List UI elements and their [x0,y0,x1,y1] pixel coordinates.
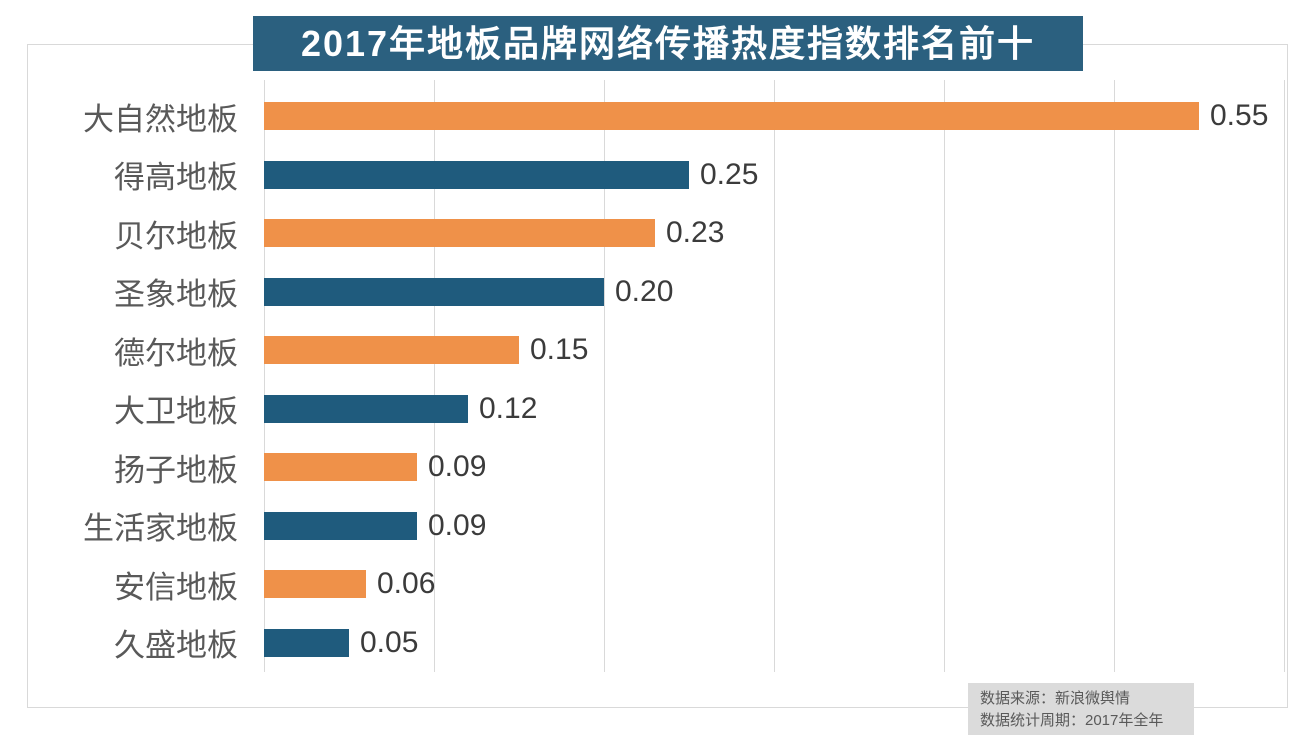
category-label: 贝尔地板 [114,218,238,254]
bar-track: 0.09 [264,438,1284,497]
chart-title: 2017年地板品牌网络传播热度指数排名前十 [253,16,1083,71]
gridline [944,80,945,672]
bar [264,394,468,423]
category-label: 久盛地板 [114,628,238,664]
bar [264,277,604,306]
bar-row: 贝尔地板 0.23 [27,204,1284,263]
bar [264,160,689,189]
bar [264,102,1199,131]
gridline [434,80,435,672]
gridline [1114,80,1115,672]
value-label: 0.09 [428,450,487,484]
category-label: 大自然地板 [83,101,238,137]
bar-row: 大自然地板 0.55 [27,87,1284,146]
value-label: 0.06 [377,567,436,601]
value-label: 0.09 [428,508,487,542]
gridline-group [264,80,1285,672]
gridline [1284,80,1285,672]
gridline [774,80,775,672]
data-source-note: 数据来源：新浪微舆情 数据统计周期：2017年全年 [968,683,1194,735]
value-label: 0.05 [360,625,419,659]
bar-track: 0.55 [264,87,1284,146]
bar-track: 0.05 [264,614,1284,673]
value-label: 0.55 [1210,99,1269,133]
bar-row: 扬子地板 0.09 [27,438,1284,497]
bar-track: 0.06 [264,555,1284,614]
bar-track: 0.23 [264,204,1284,263]
category-label: 大卫地板 [114,394,238,430]
category-label: 圣象地板 [114,277,238,313]
bar-row: 圣象地板 0.20 [27,263,1284,322]
value-label: 0.25 [700,157,759,191]
bar-row: 生活家地板 0.09 [27,497,1284,556]
bar-row: 安信地板 0.06 [27,555,1284,614]
bar [264,570,366,599]
category-label: 得高地板 [114,160,238,196]
bar-row: 德尔地板 0.15 [27,321,1284,380]
bar-row: 得高地板 0.25 [27,146,1284,205]
bar-track: 0.20 [264,263,1284,322]
bar-track: 0.12 [264,380,1284,439]
value-label: 0.12 [479,391,538,425]
gridline [264,80,265,672]
bar-rows: 大自然地板 0.55 得高地板 0.25 贝尔地板 0.23 圣象地板 0.20 德尔地板 0.1… [27,87,1284,672]
value-label: 0.23 [666,216,725,250]
category-label: 安信地板 [114,569,238,605]
bar [264,336,519,365]
bar-track: 0.09 [264,497,1284,556]
category-label: 德尔地板 [114,335,238,371]
value-label: 0.20 [615,274,674,308]
bar-track: 0.15 [264,321,1284,380]
plot-area: 大自然地板 0.55 得高地板 0.25 贝尔地板 0.23 圣象地板 0.20 德尔地板 0.1… [27,80,1285,672]
bar [264,628,349,657]
category-label: 生活家地板 [83,511,238,547]
data-period-line: 数据统计周期：2017年全年 [980,712,1164,729]
category-label: 扬子地板 [114,452,238,488]
gridline [604,80,605,672]
bar [264,511,417,540]
bar [264,219,655,248]
bar-row: 久盛地板 0.05 [27,614,1284,673]
bar-row: 大卫地板 0.12 [27,380,1284,439]
bar-track: 0.25 [264,146,1284,205]
data-source-line: 数据来源：新浪微舆情 [980,690,1131,707]
value-label: 0.15 [530,333,589,367]
bar [264,453,417,482]
